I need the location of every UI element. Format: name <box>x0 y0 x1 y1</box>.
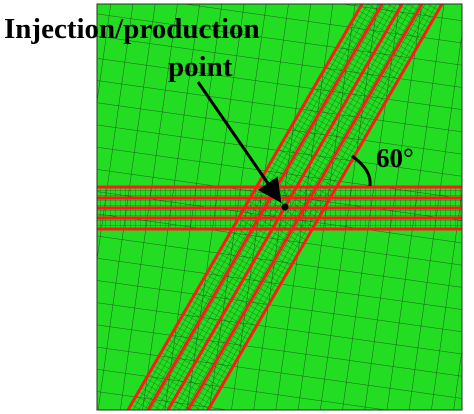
title: Injection/production <box>4 13 260 45</box>
mesh <box>97 4 462 410</box>
angle-arc <box>351 154 372 187</box>
domain-border <box>96 3 463 411</box>
angle-label: 60° <box>376 143 414 173</box>
pointer-arrow <box>196 81 282 203</box>
injection-point <box>281 203 289 211</box>
title-line2: point <box>168 51 233 83</box>
